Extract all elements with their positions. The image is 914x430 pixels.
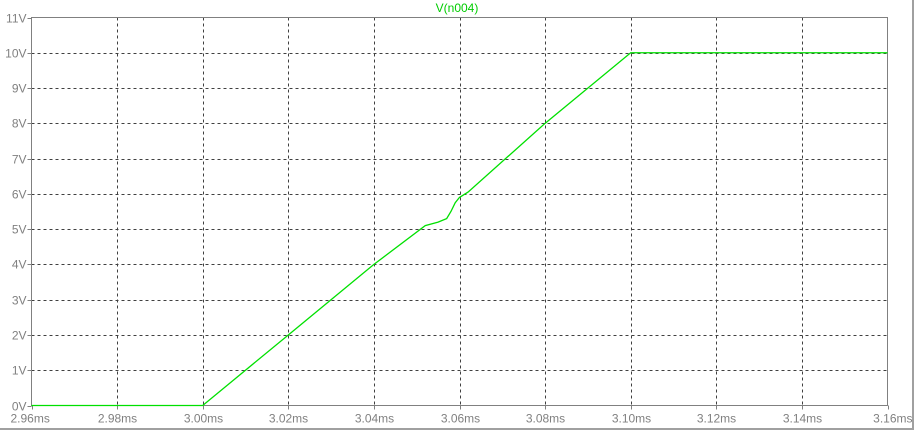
y-tick-label: 10V xyxy=(5,47,26,61)
x-tick-label: 3.02ms xyxy=(269,412,308,426)
x-tick-label: 3.04ms xyxy=(355,412,394,426)
y-tick-label: 4V xyxy=(12,258,27,272)
y-tick-label: 8V xyxy=(12,117,27,131)
y-tick-label: 11V xyxy=(6,12,26,26)
trace-line[interactable] xyxy=(31,52,888,407)
x-tick-label: 3.06ms xyxy=(441,412,480,426)
y-tick-label: 0V xyxy=(12,400,27,414)
plot-frame xyxy=(31,17,888,406)
y-tick-label: 7V xyxy=(12,153,27,167)
x-tick-label: 3.00ms xyxy=(184,412,223,426)
x-tick-label: 2.96ms xyxy=(11,412,50,426)
x-tick-label: 2.98ms xyxy=(98,412,137,426)
x-tick-label: 3.16ms xyxy=(873,412,912,426)
x-tick-label: 3.12ms xyxy=(697,412,736,426)
y-tick-label: 1V xyxy=(12,364,27,378)
y-tick-label: 6V xyxy=(12,188,27,202)
y-tick-label: 9V xyxy=(12,82,27,96)
trace-title[interactable]: V(n004) xyxy=(435,1,479,15)
y-tick-label: 5V xyxy=(12,223,27,237)
y-tick-label: 2V xyxy=(12,329,27,343)
x-tick-label: 3.14ms xyxy=(783,412,822,426)
y-tick-label: 3V xyxy=(12,294,27,308)
x-tick-label: 3.08ms xyxy=(526,412,565,426)
x-tick-label: 3.10ms xyxy=(612,412,651,426)
